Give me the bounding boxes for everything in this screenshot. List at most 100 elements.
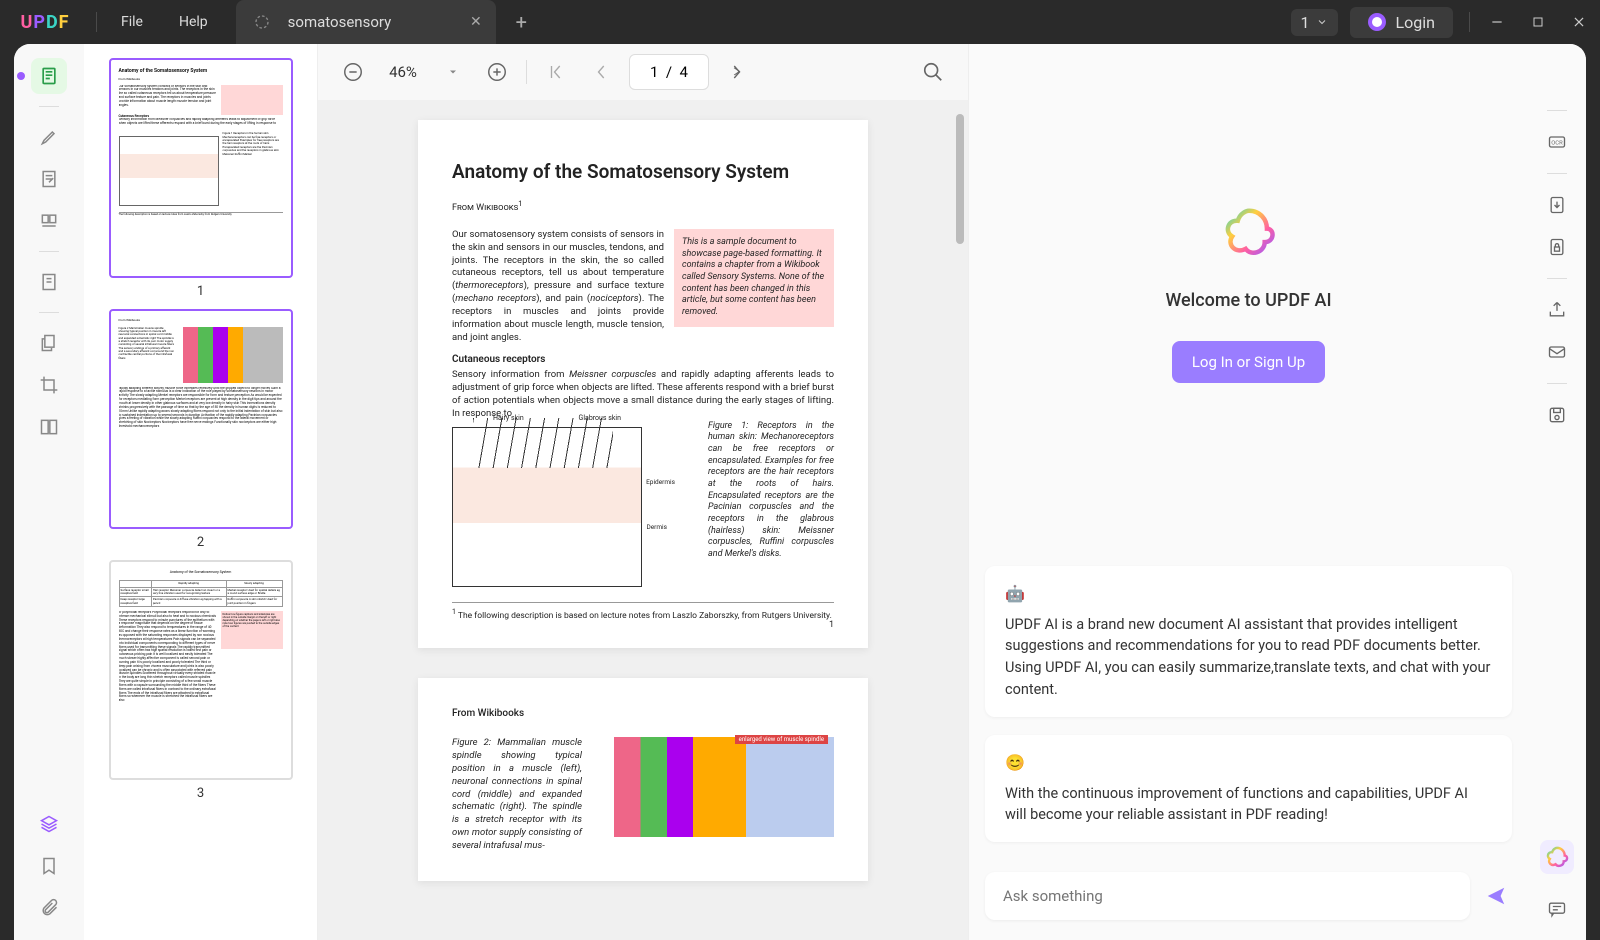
page-2: From Wikibooks enlarged view of muscle s… xyxy=(418,678,868,880)
save-icon xyxy=(1547,405,1567,425)
zoom-dropdown[interactable] xyxy=(438,57,468,87)
main-container: Anatomy of the Somatosensory System From… xyxy=(14,44,1586,940)
tab-loading-icon xyxy=(254,14,270,30)
separator xyxy=(1469,12,1470,32)
separator xyxy=(526,60,527,84)
email-icon xyxy=(1547,342,1567,362)
zoom-in-button[interactable] xyxy=(482,57,512,87)
ai-logo-icon xyxy=(1221,204,1277,260)
tab-close-icon[interactable]: ✕ xyxy=(470,14,482,30)
thumbnails-toggle[interactable] xyxy=(31,806,67,842)
ai-chat-input[interactable] xyxy=(985,872,1470,920)
page-1: Anatomy of the Somatosensory System From… xyxy=(418,120,868,648)
lock-file-icon xyxy=(1547,237,1567,257)
ai-login-button[interactable]: Log In or Sign Up xyxy=(1172,341,1325,383)
document-tab[interactable]: somatosensory ✕ xyxy=(236,0,496,44)
thumbnail-number: 3 xyxy=(109,780,293,801)
thumbnail-2[interactable]: From Wikibooks Figure 2 Mammalian muscle… xyxy=(109,309,293,550)
new-tab-button[interactable]: + xyxy=(496,10,547,34)
organize-tool[interactable] xyxy=(31,203,67,239)
reader-tool[interactable] xyxy=(31,58,67,94)
thumbnail-3[interactable]: Anatomy of the Somatosensory System Rapi… xyxy=(109,560,293,801)
share-button[interactable] xyxy=(1540,293,1574,327)
login-label: Login xyxy=(1396,13,1435,32)
save-button[interactable] xyxy=(1540,398,1574,432)
thumbnail-image: Anatomy of the Somatosensory System Rapi… xyxy=(109,560,293,780)
thumbnail-1[interactable]: Anatomy of the Somatosensory System From… xyxy=(109,58,293,299)
ai-welcome-title: Welcome to UPDF AI xyxy=(1165,290,1331,311)
separator xyxy=(1547,383,1567,384)
page-number: 1 xyxy=(829,620,834,630)
ai-card-text: UPDF AI is a brand new document AI assis… xyxy=(1005,616,1490,698)
viewer-toolbar: 46% xyxy=(318,44,968,100)
thumbnail-panel: Anatomy of the Somatosensory System From… xyxy=(84,44,318,940)
thumbnail-number: 1 xyxy=(109,278,293,299)
email-button[interactable] xyxy=(1540,335,1574,369)
page-header: From Wikibooks xyxy=(452,708,834,719)
document-viewer: 46% Anatomy of the Somatosensory System … xyxy=(318,44,968,940)
ai-toggle-button[interactable] xyxy=(1540,840,1574,874)
ai-input-row xyxy=(969,860,1528,940)
menu-file[interactable]: File xyxy=(103,14,161,30)
search-button[interactable] xyxy=(918,57,948,87)
share-icon xyxy=(1547,300,1567,320)
zoom-out-button[interactable] xyxy=(338,57,368,87)
bookmarks-toggle[interactable] xyxy=(31,848,67,884)
titlebar: UPDF File Help somatosensory ✕ + 1 Login xyxy=(0,0,1600,44)
svg-text:OCR: OCR xyxy=(1551,141,1563,147)
scrollbar[interactable] xyxy=(956,114,964,244)
convert-icon xyxy=(1547,195,1567,215)
form-tool[interactable] xyxy=(31,264,67,300)
copy-tool[interactable] xyxy=(31,325,67,361)
crop-icon xyxy=(39,375,59,395)
thumbnail-image: Anatomy of the Somatosensory System From… xyxy=(109,58,293,278)
separator xyxy=(1547,278,1567,279)
zoom-level: 46% xyxy=(382,63,424,81)
window-maximize[interactable] xyxy=(1518,0,1558,44)
window-close[interactable] xyxy=(1558,0,1600,44)
notification-badge[interactable]: 1 xyxy=(1291,9,1338,36)
first-page-button[interactable] xyxy=(541,57,571,87)
edit-tool[interactable] xyxy=(31,161,67,197)
figure-2-caption: Figure 2: Mammalian muscle spindle showi… xyxy=(452,737,582,852)
menu-help[interactable]: Help xyxy=(161,14,226,30)
window-minimize[interactable] xyxy=(1476,0,1518,44)
page-title: Anatomy of the Somatosensory System xyxy=(452,160,834,183)
thumbnail-number: 2 xyxy=(109,529,293,550)
crop-tool[interactable] xyxy=(31,367,67,403)
ocr-icon: OCR xyxy=(1547,132,1567,152)
ocr-button[interactable]: OCR xyxy=(1540,125,1574,159)
page-subtitle: From Wikibooks1 xyxy=(452,199,834,213)
compare-tool[interactable] xyxy=(31,409,67,445)
attachments-toggle[interactable] xyxy=(31,890,67,926)
page-input[interactable] xyxy=(629,54,709,90)
robot-icon: 🤖 xyxy=(1005,582,1492,606)
active-indicator xyxy=(17,72,25,80)
ai-flower-icon xyxy=(1545,845,1569,869)
comment-icon xyxy=(1547,899,1567,919)
tab-title: somatosensory xyxy=(288,13,392,31)
form-icon xyxy=(39,272,59,292)
protect-button[interactable] xyxy=(1540,230,1574,264)
figure-2-diagram: enlarged view of muscle spindle xyxy=(614,737,834,837)
comment-button[interactable] xyxy=(1540,892,1574,926)
prev-page-button[interactable] xyxy=(585,57,615,87)
separator xyxy=(1547,110,1567,111)
document-scroll[interactable]: Anatomy of the Somatosensory System From… xyxy=(318,100,968,940)
ai-card-text: With the continuous improvement of funct… xyxy=(1005,785,1468,824)
ai-send-button[interactable] xyxy=(1480,880,1512,912)
highlight-tool[interactable] xyxy=(31,119,67,155)
thumbnail-image: From Wikibooks Figure 2 Mammalian muscle… xyxy=(109,309,293,529)
copy-icon xyxy=(39,333,59,353)
bookmark-icon xyxy=(39,856,59,876)
avatar-icon xyxy=(1368,13,1386,31)
separator xyxy=(39,312,59,313)
ai-info-card: 🤖 UPDF AI is a brand new document AI ass… xyxy=(985,566,1512,717)
ai-info-card: 😊 With the continuous improvement of fun… xyxy=(985,735,1512,843)
login-button[interactable]: Login xyxy=(1350,7,1453,38)
edit-page-icon xyxy=(39,169,59,189)
titlebar-right: 1 Login xyxy=(1291,0,1600,44)
chevron-down-icon xyxy=(1316,16,1328,28)
convert-button[interactable] xyxy=(1540,188,1574,222)
next-page-button[interactable] xyxy=(723,57,753,87)
